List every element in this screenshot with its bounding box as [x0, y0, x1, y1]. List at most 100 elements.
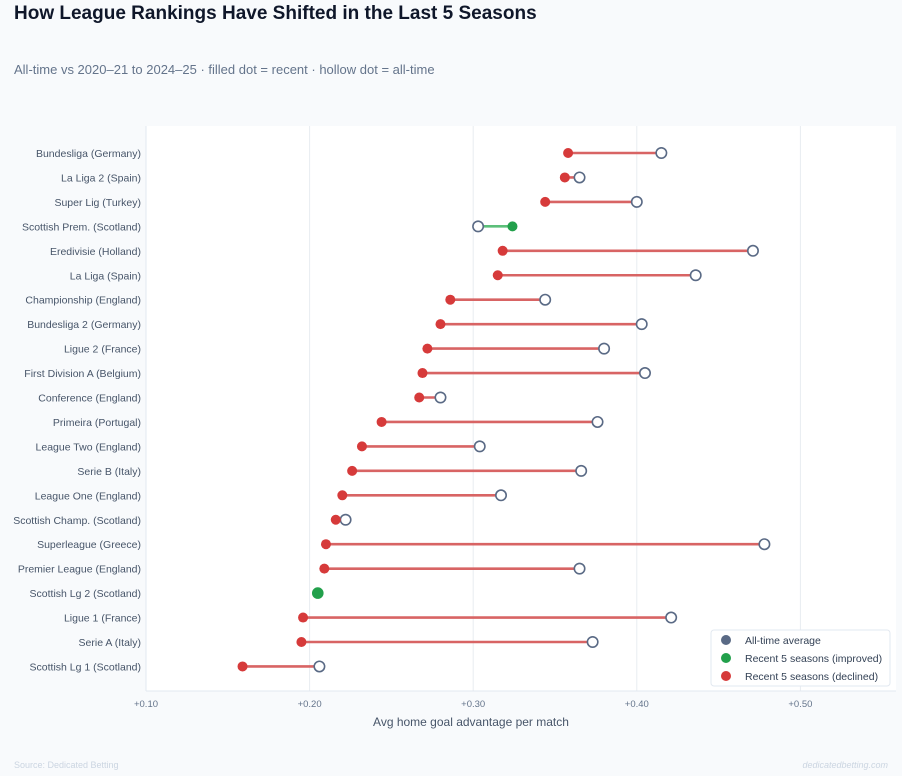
- y-tick-label: La Liga 2 (Spain): [61, 172, 141, 184]
- chart-row: Ligue 2 (France): [64, 342, 611, 356]
- y-tick-label: Primeira (Portugal): [53, 417, 141, 429]
- chart-row: La Liga 2 (Spain): [61, 171, 586, 184]
- recent-dot: [497, 245, 508, 256]
- y-tick-label: Serie A (Italy): [79, 637, 141, 649]
- chart-row: Superleague (Greece): [37, 538, 771, 551]
- alltime-dot: [573, 171, 586, 184]
- alltime-dot: [339, 513, 352, 526]
- recent-dot: [347, 465, 358, 476]
- y-tick-label: Ligue 1 (France): [64, 613, 141, 625]
- chart-row: Scottish Prem. (Scotland): [22, 220, 518, 233]
- legend-marker: [721, 635, 731, 645]
- y-tick-label: Scottish Champ. (Scotland): [13, 515, 141, 527]
- legend: All-time average Recent 5 seasons (improv…: [710, 629, 891, 687]
- chart-rows: Bundesliga (Germany) La Liga 2 (Spain) Sup…: [13, 147, 771, 673]
- alltime-dot: [434, 391, 447, 404]
- chart-row: Bundesliga 2 (Germany): [27, 318, 648, 331]
- alltime-dot: [591, 415, 604, 428]
- recent-dot: [296, 637, 307, 647]
- x-tick-label: +0.10: [134, 699, 158, 710]
- alltime-dot: [575, 464, 588, 477]
- y-tick-label: Bundesliga 2 (Germany): [27, 319, 141, 331]
- alltime-dot: [586, 635, 599, 648]
- y-tick-label: Superleague (Greece): [37, 539, 141, 551]
- recent-dot: [337, 490, 348, 501]
- recent-dot: [422, 343, 433, 354]
- alltime-dot: [638, 367, 651, 380]
- recent-dot: [237, 661, 248, 672]
- chart-row: Scottish Champ. (Scotland): [13, 513, 352, 527]
- chart-row: Super Lig (Turkey): [54, 195, 643, 209]
- chart-row: First Division A (Belgium): [24, 367, 651, 380]
- y-tick-label: Scottish Prem. (Scotland): [22, 221, 141, 233]
- alltime-dot: [655, 147, 668, 160]
- x-tick-label: +0.20: [298, 699, 322, 710]
- y-tick-label: La Liga (Spain): [70, 270, 141, 282]
- y-tick-label: Scottish Lg 1 (Scotland): [30, 661, 141, 673]
- recent-dot: [376, 416, 387, 427]
- chart-row: Conference (England): [38, 391, 447, 405]
- recent-dot: [417, 368, 428, 379]
- recent-dot: [319, 563, 330, 574]
- chart-row: Championship (England): [25, 293, 552, 307]
- y-tick-label: Conference (England): [38, 393, 141, 405]
- y-tick-label: Ligue 2 (France): [64, 344, 141, 356]
- x-axis: +0.10 +0.20 +0.30 +0.40 +0.50: [134, 126, 896, 710]
- y-tick-label: Serie B (Italy): [77, 466, 141, 478]
- y-tick-label: League One (England): [35, 490, 141, 502]
- recent-dot: [563, 148, 574, 158]
- recent-dot: [330, 514, 341, 525]
- chart-row: Ligue 1 (France): [64, 611, 678, 625]
- chart-row: Scottish Lg 1 (Scotland): [30, 660, 326, 673]
- alltime-dot: [473, 440, 486, 453]
- chart-row: Eredivisie (Holland): [50, 244, 759, 258]
- recent-dot: [559, 172, 570, 183]
- alltime-dot: [665, 611, 678, 624]
- legend-box: [710, 629, 891, 687]
- chart-row: Serie A (Italy): [79, 635, 599, 649]
- alltime-dot: [758, 538, 771, 551]
- brand-watermark: dedicatedbetting.com: [802, 760, 888, 770]
- chart-row: Bundesliga (Germany): [36, 147, 668, 160]
- chart-row: La Liga (Spain): [70, 269, 702, 282]
- y-tick-label: Premier League (England): [18, 564, 141, 576]
- alltime-dot: [495, 489, 508, 502]
- recent-dot: [435, 319, 446, 330]
- recent-dot: [445, 294, 456, 305]
- chart-row: Serie B (Italy): [77, 464, 588, 478]
- recent-dot: [540, 196, 551, 207]
- y-tick-label: Bundesliga (Germany): [36, 148, 141, 160]
- legend-marker: [721, 671, 731, 681]
- x-tick-label: +0.50: [788, 699, 812, 710]
- chart-row: Primeira (Portugal): [53, 415, 604, 429]
- chart-row: Premier League (England): [18, 562, 586, 576]
- alltime-dot: [635, 318, 648, 331]
- chart-subtitle: All-time vs 2020–21 to 2024–25 · filled …: [14, 62, 435, 77]
- recent-dot: [414, 392, 425, 403]
- x-tick-label: +0.30: [461, 699, 485, 710]
- recent-dot: [320, 539, 331, 550]
- recent-dot: [298, 612, 309, 623]
- chart-row: Scottish Lg 2 (Scotland): [30, 587, 324, 600]
- x-tick-label: +0.40: [625, 699, 649, 710]
- alltime-dot: [573, 562, 586, 575]
- chart-row: League Two (England): [36, 440, 486, 453]
- alltime-dot: [630, 195, 643, 208]
- alltime-dot: [313, 660, 326, 673]
- y-tick-label: League Two (England): [36, 441, 141, 453]
- legend-entry: Recent 5 seasons (improved): [745, 653, 882, 665]
- alltime-dot: [746, 244, 759, 257]
- alltime-dot: [598, 342, 611, 355]
- alltime-dot: [689, 269, 702, 282]
- chart-title: How League Rankings Have Shifted in the …: [14, 3, 537, 24]
- alltime-dot: [539, 293, 552, 306]
- y-tick-label: Scottish Lg 2 (Scotland): [30, 588, 141, 600]
- legend-marker: [721, 653, 731, 663]
- plot-area: [146, 126, 896, 691]
- recent-dot: [492, 270, 503, 281]
- y-tick-label: First Division A (Belgium): [24, 368, 141, 380]
- chart-row: League One (England): [35, 489, 508, 502]
- recent-dot: [311, 587, 324, 599]
- recent-dot: [507, 221, 518, 232]
